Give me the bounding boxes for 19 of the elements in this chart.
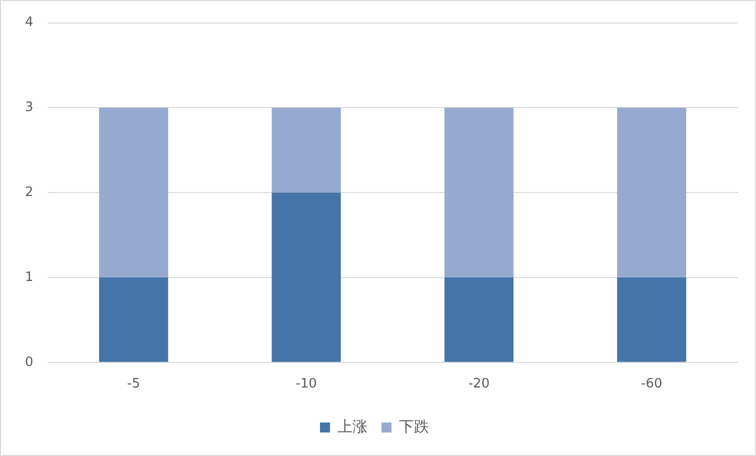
legend-label: 下跌 xyxy=(399,417,429,436)
bar xyxy=(99,278,168,362)
bar xyxy=(99,108,168,278)
legend-label: 上涨 xyxy=(338,417,368,436)
y-tick-label: 2 xyxy=(24,184,34,200)
x-tick-label: -10 xyxy=(296,376,317,392)
x-tick-label: -20 xyxy=(468,376,490,392)
bar xyxy=(272,192,341,362)
y-tick-label: 3 xyxy=(24,100,34,116)
y-tick-label: 4 xyxy=(24,15,34,30)
bar xyxy=(444,108,514,278)
bar xyxy=(272,108,341,193)
x-tick-label: -60 xyxy=(641,376,662,392)
y-tick-label: 0 xyxy=(24,354,34,370)
bar xyxy=(617,108,686,278)
bar xyxy=(617,278,686,362)
y-tick-label: 1 xyxy=(24,270,34,285)
x-tick-label: -5 xyxy=(127,376,140,392)
bar xyxy=(444,278,514,362)
